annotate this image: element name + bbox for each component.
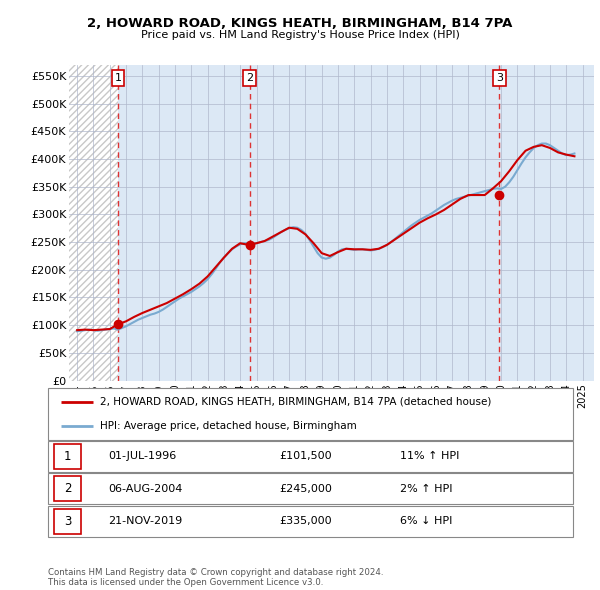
Text: 01-JUL-1996: 01-JUL-1996 — [109, 451, 176, 461]
Text: 2, HOWARD ROAD, KINGS HEATH, BIRMINGHAM, B14 7PA: 2, HOWARD ROAD, KINGS HEATH, BIRMINGHAM,… — [88, 17, 512, 30]
Text: 1: 1 — [64, 450, 71, 463]
Text: 2: 2 — [246, 73, 253, 83]
Text: £335,000: £335,000 — [279, 516, 332, 526]
Text: 2% ↑ HPI: 2% ↑ HPI — [400, 484, 452, 494]
Text: 1: 1 — [115, 73, 121, 83]
Text: 11% ↑ HPI: 11% ↑ HPI — [400, 451, 459, 461]
Text: £101,500: £101,500 — [279, 451, 332, 461]
Text: 6% ↓ HPI: 6% ↓ HPI — [400, 516, 452, 526]
Text: Price paid vs. HM Land Registry's House Price Index (HPI): Price paid vs. HM Land Registry's House … — [140, 30, 460, 40]
Text: 2, HOWARD ROAD, KINGS HEATH, BIRMINGHAM, B14 7PA (detached house): 2, HOWARD ROAD, KINGS HEATH, BIRMINGHAM,… — [101, 396, 492, 407]
Bar — [54, 476, 80, 502]
Bar — [54, 509, 80, 534]
Text: £245,000: £245,000 — [279, 484, 332, 494]
Text: 3: 3 — [64, 514, 71, 528]
Bar — [69, 65, 118, 381]
Text: 06-AUG-2004: 06-AUG-2004 — [109, 484, 183, 494]
Text: 3: 3 — [496, 73, 503, 83]
Text: HPI: Average price, detached house, Birmingham: HPI: Average price, detached house, Birm… — [101, 421, 357, 431]
Text: 2: 2 — [64, 482, 71, 496]
Bar — [54, 444, 80, 469]
Text: 21-NOV-2019: 21-NOV-2019 — [109, 516, 182, 526]
Text: Contains HM Land Registry data © Crown copyright and database right 2024.
This d: Contains HM Land Registry data © Crown c… — [48, 568, 383, 587]
